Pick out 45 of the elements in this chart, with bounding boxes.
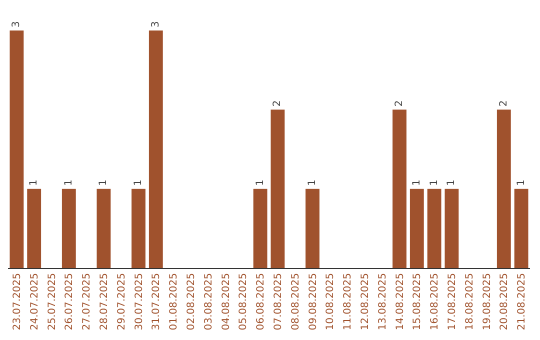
x-tick-label: 24.07.2025	[29, 273, 40, 330]
data-label: 1	[63, 179, 74, 186]
data-label: 1	[516, 179, 527, 186]
x-tick-label: 31.07.2025	[151, 273, 162, 330]
data-label: 1	[307, 179, 318, 186]
x-tick-label: 21.08.2025	[516, 273, 528, 330]
x-tick-label: 01.08.2025	[168, 273, 180, 330]
x-tick-label: 05.08.2025	[238, 273, 250, 330]
x-tick-label: 23.07.2025	[12, 273, 23, 330]
x-tick-label: 04.08.2025	[220, 273, 232, 330]
x-tick-label: 12.08.2025	[360, 273, 371, 330]
x-tick-label: 17.08.2025	[446, 273, 458, 330]
data-label: 2	[272, 100, 284, 107]
x-tick-label: 13.08.2025	[377, 273, 388, 330]
data-label: 1	[28, 179, 40, 186]
x-tick-label: 16.08.2025	[430, 273, 441, 330]
data-label: 1	[411, 179, 422, 186]
data-label: 2	[394, 100, 405, 107]
data-label: 3	[150, 21, 162, 28]
data-label: 1	[98, 179, 110, 186]
x-tick-label: 08.08.2025	[290, 273, 302, 330]
x-tick-label: 27.07.2025	[82, 273, 93, 330]
x-tick-label: 02.08.2025	[186, 273, 197, 330]
x-tick-label: 09.08.2025	[308, 273, 319, 330]
x-tick-label: 10.08.2025	[325, 273, 336, 330]
x-tick-label: 14.08.2025	[394, 273, 406, 330]
data-label: 1	[446, 179, 458, 186]
data-label: 2	[498, 100, 510, 107]
data-label: 1	[254, 179, 266, 186]
data-label: 3	[11, 21, 22, 28]
x-tick-label: 30.07.2025	[134, 273, 145, 330]
x-tick-label: 18.08.2025	[464, 273, 476, 330]
data-label: 1	[428, 179, 440, 186]
x-tick-label: 20.08.2025	[499, 273, 510, 330]
x-tick-label: 29.07.2025	[116, 273, 128, 330]
x-tick-label: 25.07.2025	[46, 273, 58, 330]
x-tick-label: 28.07.2025	[98, 273, 110, 330]
x-tick-label: 26.07.2025	[64, 273, 76, 330]
x-tick-label: 15.08.2025	[412, 273, 424, 330]
x-tick-label: 19.08.2025	[482, 273, 493, 330]
x-tick-label: 07.08.2025	[272, 273, 284, 330]
x-tick-label: 11.08.2025	[342, 273, 354, 330]
x-tick-label: 06.08.2025	[256, 273, 267, 330]
x-tick-label: 03.08.2025	[203, 273, 214, 330]
data-label: 1	[133, 179, 144, 186]
